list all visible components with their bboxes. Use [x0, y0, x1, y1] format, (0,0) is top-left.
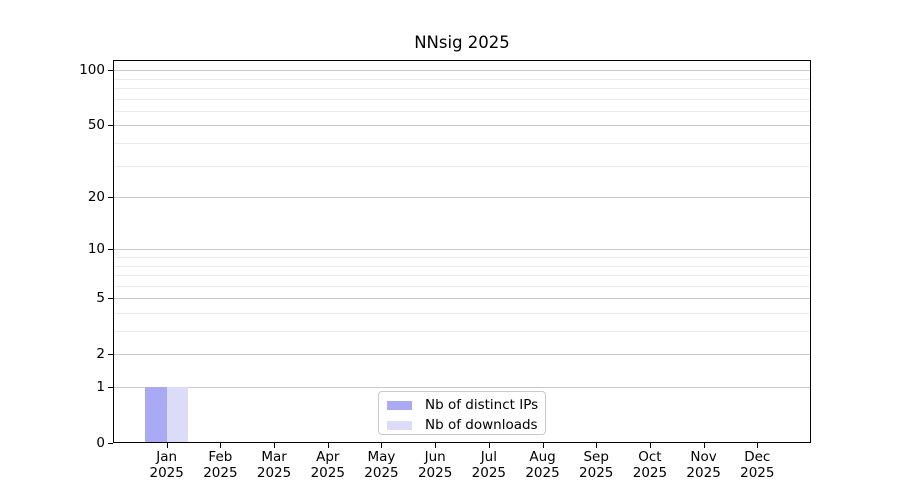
x-tick-label: Jun 2025: [399, 449, 471, 481]
y-tick-label: 1: [96, 379, 105, 395]
x-tick-label: May 2025: [345, 449, 417, 481]
x-tick-mark: [488, 443, 490, 448]
x-tick-mark: [649, 443, 651, 448]
major-gridline: [114, 249, 810, 250]
x-tick-label: Dec 2025: [721, 449, 793, 481]
x-tick-label-line: 2025: [632, 465, 668, 481]
x-tick-label-line: 2025: [579, 465, 614, 481]
y-tick-mark: [108, 354, 113, 355]
x-tick-label-line: 2025: [417, 465, 453, 481]
y-tick-mark: [108, 298, 113, 299]
x-tick-label: Nov 2025: [668, 449, 740, 481]
x-tick-label-line: Apr: [316, 449, 340, 465]
major-gridline: [114, 298, 810, 299]
x-tick-label-line: Oct: [638, 449, 662, 465]
legend-item-distinct-ips: Nb of distinct IPs: [379, 395, 545, 415]
x-tick-label-line: 2025: [203, 465, 238, 481]
legend-label-downloads: Nb of downloads: [425, 417, 538, 433]
x-tick-label-line: 2025: [149, 465, 184, 481]
x-tick-label: Apr 2025: [292, 449, 364, 481]
x-tick-label: Aug 2025: [507, 449, 579, 481]
legend-item-downloads: Nb of downloads: [379, 415, 545, 435]
minor-gridline: [114, 143, 810, 144]
x-tick-label: Mar 2025: [238, 449, 310, 481]
x-tick-label-line: 2025: [686, 465, 721, 481]
minor-gridline: [114, 99, 810, 100]
x-tick-label-line: Jun: [424, 449, 446, 465]
x-tick-label-line: Sep: [583, 449, 609, 465]
major-gridline: [114, 354, 810, 355]
y-tick-mark: [108, 125, 113, 126]
y-tick-label: 10: [87, 241, 105, 258]
x-tick-mark: [757, 443, 759, 448]
y-tick-mark: [108, 443, 113, 444]
x-tick-mark: [596, 443, 598, 448]
y-tick-label: 50: [87, 117, 105, 134]
x-tick-label-line: Jul: [480, 449, 497, 465]
y-tick-label: 0: [96, 435, 105, 451]
major-gridline: [114, 125, 810, 126]
x-tick-mark: [274, 443, 276, 448]
x-tick-label-line: May: [367, 449, 396, 465]
legend: Nb of distinct IPs Nb of downloads: [378, 391, 546, 435]
x-tick-mark: [381, 443, 383, 448]
y-tick-label: 20: [87, 189, 105, 206]
x-tick-label: Jan 2025: [131, 449, 203, 481]
minor-gridline: [114, 257, 810, 258]
minor-gridline: [114, 313, 810, 314]
y-tick-label: 2: [96, 346, 105, 363]
legend-swatch-distinct-ips-icon: [387, 400, 412, 410]
minor-gridline: [114, 79, 810, 80]
x-tick-label-line: Dec: [744, 449, 771, 465]
x-tick-label-line: Nov: [690, 449, 717, 465]
legend-label-distinct-ips: Nb of distinct IPs: [425, 397, 539, 413]
x-tick-label-line: 2025: [471, 465, 507, 481]
x-tick-label-line: 2025: [310, 465, 345, 481]
minor-gridline: [114, 266, 810, 267]
x-tick-label-line: Feb: [208, 449, 233, 465]
bar-downloads: [166, 387, 189, 442]
minor-gridline: [114, 88, 810, 89]
y-tick-mark: [108, 70, 113, 71]
major-gridline: [114, 387, 810, 388]
y-tick-label: 5: [96, 290, 105, 307]
minor-gridline: [114, 286, 810, 287]
x-tick-label-line: Jan: [156, 449, 178, 465]
x-tick-mark: [220, 443, 222, 448]
plot-border: [113, 60, 811, 443]
y-tick-label: 100: [79, 62, 105, 79]
x-tick-mark: [703, 443, 705, 448]
x-tick-label: Jul 2025: [453, 449, 525, 481]
minor-gridline: [114, 331, 810, 332]
minor-gridline: [114, 166, 810, 167]
x-tick-mark: [166, 443, 168, 448]
x-tick-label-line: Aug: [529, 449, 556, 465]
y-tick-mark: [108, 249, 113, 250]
x-tick-label: Feb 2025: [184, 449, 256, 481]
minor-gridline: [114, 111, 810, 112]
x-tick-mark: [542, 443, 544, 448]
x-tick-label-line: 2025: [364, 465, 399, 481]
x-tick-mark: [435, 443, 437, 448]
x-tick-mark: [327, 443, 329, 448]
bar-distinct-ips: [145, 387, 167, 442]
major-gridline: [114, 197, 810, 198]
legend-swatch-downloads-icon: [387, 420, 412, 430]
x-tick-label-line: 2025: [740, 465, 775, 481]
x-tick-label-line: Mar: [261, 449, 287, 465]
x-tick-label-line: 2025: [525, 465, 560, 481]
minor-gridline: [114, 275, 810, 276]
chart-title: NNsig 2025: [414, 33, 510, 52]
x-tick-label: Oct 2025: [614, 449, 686, 481]
x-tick-label: Sep 2025: [560, 449, 632, 481]
x-tick-label-line: 2025: [256, 465, 292, 481]
major-gridline: [114, 70, 810, 71]
y-tick-mark: [108, 387, 113, 388]
y-tick-mark: [108, 197, 113, 198]
